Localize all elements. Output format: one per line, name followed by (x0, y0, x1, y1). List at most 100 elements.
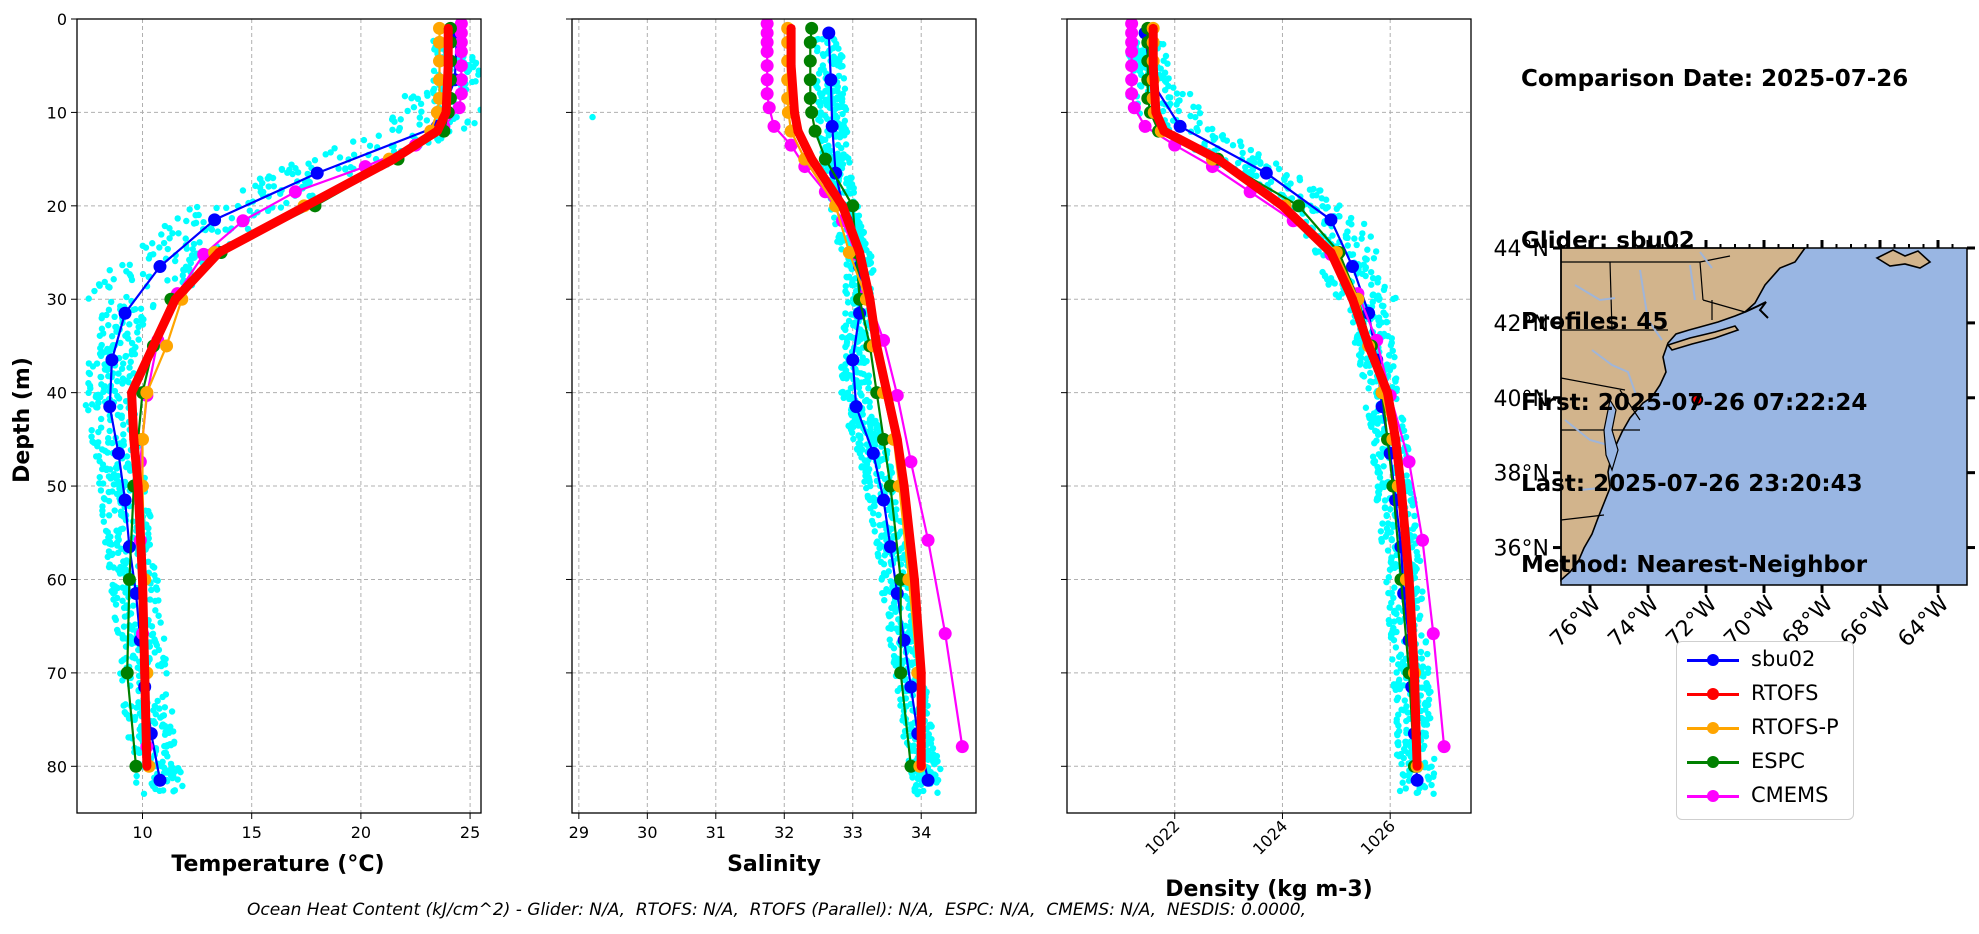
scatter-point (99, 503, 106, 510)
first-time: First: 2025-07-26 07:22:24 (1521, 390, 1868, 416)
map-state-borders (1560, 255, 1746, 521)
series-point (120, 666, 134, 680)
scatter-point (857, 370, 865, 377)
scatter-point (193, 203, 201, 211)
scatter-point (96, 282, 103, 289)
scatter-point (1385, 589, 1392, 597)
method: Method: Nearest-Neighbor (1521, 552, 1868, 578)
scatter-point (246, 207, 253, 214)
series-point (454, 59, 468, 73)
scatter-point (1275, 165, 1283, 173)
scatter-point (863, 373, 871, 380)
scatter-point (1363, 256, 1370, 263)
series-point (1148, 61, 1158, 71)
scatter-point (120, 623, 128, 630)
scatter-point (1384, 363, 1392, 371)
ocean-heat-content-footer: Ocean Heat Content (kJ/cm^2) - Glider: N… (247, 900, 1307, 920)
scatter-point (1424, 650, 1431, 658)
scatter-point (1381, 504, 1389, 511)
scatter-point (924, 702, 931, 709)
scatter-point (161, 222, 169, 230)
scatter-point (117, 403, 124, 411)
scatter-point (892, 662, 899, 669)
scatter-point (1409, 525, 1417, 533)
scatter-point (1362, 264, 1370, 271)
scatter-point (130, 652, 137, 659)
scatter-point (834, 95, 841, 103)
series-point (1292, 199, 1306, 213)
series-point (1125, 19, 1139, 31)
scatter-point (1387, 529, 1395, 536)
scatter-point (389, 114, 396, 121)
scatter-point (156, 244, 163, 251)
series-point (803, 91, 817, 105)
scatter-point (842, 106, 850, 113)
scatter-point (167, 760, 175, 768)
scatter-point (845, 317, 853, 325)
scatter-point (306, 192, 313, 200)
series-point (882, 388, 892, 398)
series-point (894, 666, 908, 680)
scatter-point (189, 245, 196, 253)
series-point (443, 61, 453, 71)
scatter-point (818, 93, 825, 100)
scatter-point (1420, 721, 1428, 728)
scatter-point (107, 533, 114, 540)
scatter-point (1414, 597, 1421, 604)
scatter-point (1395, 722, 1402, 729)
scatter-point (335, 165, 342, 172)
scatter-point (124, 460, 132, 467)
scatter-point (122, 560, 129, 567)
scatter-point (119, 677, 126, 684)
scatter-point (85, 295, 92, 302)
scatter-point (139, 270, 147, 278)
scatter-point (838, 144, 845, 152)
series-point (855, 248, 865, 258)
scatter-point (1257, 160, 1264, 167)
axes-frame (1066, 18, 1472, 814)
scatter-point (1375, 321, 1383, 329)
scatter-point (1247, 146, 1255, 154)
profile-count: Profiles: 45 (1521, 309, 1669, 335)
series-point (822, 26, 836, 40)
legend-item-rtofs: RTOFS (1687, 679, 1847, 709)
scatter-point (1175, 97, 1182, 105)
scatter-point (171, 738, 178, 746)
scatter-point (909, 648, 916, 655)
scatter-point (814, 44, 821, 52)
scatter-point (118, 414, 125, 422)
scatter-point (831, 36, 838, 44)
scatter-point (105, 321, 112, 329)
scatter-point (900, 733, 907, 740)
scatter-point (910, 742, 917, 749)
scatter-point (228, 214, 236, 222)
scatter-point (1186, 90, 1194, 98)
scatter-point (1393, 669, 1400, 676)
scatter-point (154, 697, 161, 705)
scatter-point (105, 488, 113, 496)
scatter-point (100, 518, 108, 525)
scatter-point (103, 466, 110, 474)
scatter-point (389, 126, 396, 133)
scatter-point (875, 553, 882, 560)
scatter-point (1165, 75, 1172, 82)
scatter-point (1386, 566, 1394, 573)
map-chesapeake (1603, 398, 1619, 472)
legend-label: sbu02 (1751, 647, 1816, 671)
scatter-point (1417, 648, 1425, 656)
scatter-point (395, 127, 403, 134)
scatter-point (1402, 785, 1409, 792)
scatter-point (841, 125, 848, 133)
series-point (784, 138, 798, 152)
series-point (301, 201, 311, 211)
scatter-point (1335, 293, 1342, 301)
scatter-point (120, 702, 127, 709)
scatter-point (485, 112, 491, 118)
scatter-point (122, 353, 129, 360)
scatter-point (214, 228, 222, 235)
series-point (916, 668, 926, 678)
series-rtofs (1148, 23, 1422, 771)
scatter-point (265, 183, 272, 190)
series-point (803, 73, 817, 87)
scatter-point (342, 166, 349, 173)
